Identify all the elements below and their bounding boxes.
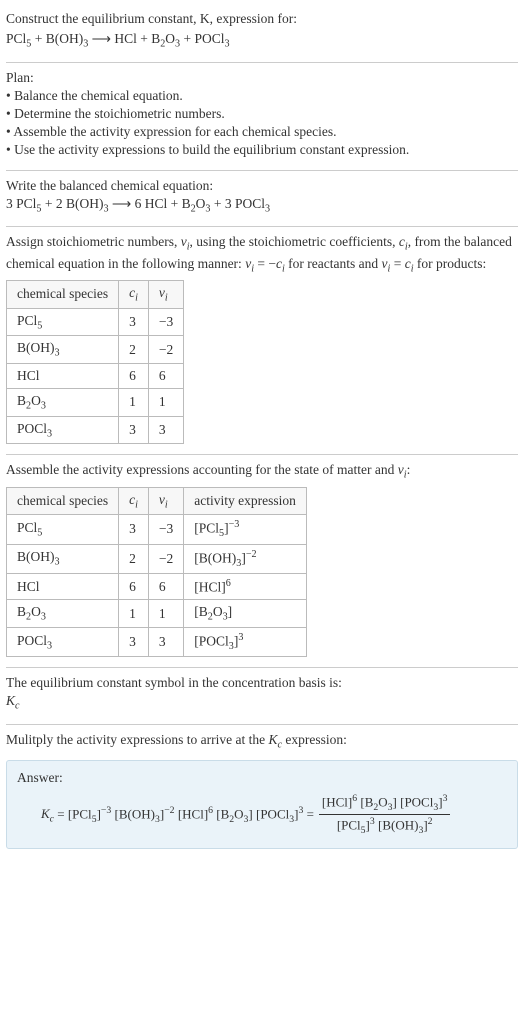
fraction-numerator: [HCl]6 [B2O3] [POCl3]3 bbox=[319, 793, 451, 815]
cell-ci: 3 bbox=[119, 416, 149, 444]
activity-table: chemical species ci νi activity expressi… bbox=[6, 487, 307, 657]
cell-species: PCl5 bbox=[7, 515, 119, 544]
activity-section: Assemble the activity expressions accoun… bbox=[6, 455, 518, 667]
cell-activity: [B(OH)3]−2 bbox=[184, 544, 307, 573]
cell-vi: 3 bbox=[148, 416, 183, 444]
question-equation: PCl5 + B(OH)3 ⟶ HCl + B2O3 + POCl3 bbox=[6, 30, 518, 51]
balanced-section: Write the balanced chemical equation: 3 … bbox=[6, 171, 518, 227]
plan-item: • Determine the stoichiometric numbers. bbox=[6, 105, 518, 123]
plan-item: • Balance the chemical equation. bbox=[6, 87, 518, 105]
answer-fraction: [HCl]6 [B2O3] [POCl3]3 [PCl5]3 [B(OH)3]2 bbox=[319, 793, 451, 836]
cell-ci: 2 bbox=[119, 336, 149, 364]
question-prompt: Construct the equilibrium constant, K, e… bbox=[6, 10, 518, 28]
symbol-line1: The equilibrium constant symbol in the c… bbox=[6, 674, 518, 692]
cell-activity: [B2O3] bbox=[184, 600, 307, 628]
col-species: chemical species bbox=[7, 280, 119, 308]
cell-ci: 2 bbox=[119, 544, 149, 573]
plan-item: • Assemble the activity expression for e… bbox=[6, 123, 518, 141]
table-row: HCl 6 6 bbox=[7, 363, 184, 388]
col-ci: ci bbox=[119, 280, 149, 308]
activity-heading: Assemble the activity expressions accoun… bbox=[6, 461, 518, 482]
answer-expression: Kc = [PCl5]−3 [B(OH)3]−2 [HCl]6 [B2O3] [… bbox=[17, 793, 507, 836]
table-row: B2O3 1 1 [B2O3] bbox=[7, 600, 307, 628]
cell-species: HCl bbox=[7, 363, 119, 388]
stoich-heading: Assign stoichiometric numbers, νi, using… bbox=[6, 233, 518, 276]
plan-section: Plan: • Balance the chemical equation. •… bbox=[6, 63, 518, 170]
question-section: Construct the equilibrium constant, K, e… bbox=[6, 4, 518, 62]
table-row: PCl5 3 −3 bbox=[7, 308, 184, 336]
col-ci: ci bbox=[119, 487, 149, 515]
col-activity: activity expression bbox=[184, 487, 307, 515]
col-vi: νi bbox=[148, 280, 183, 308]
cell-ci: 6 bbox=[119, 363, 149, 388]
cell-species: B(OH)3 bbox=[7, 544, 119, 573]
cell-vi: 6 bbox=[148, 363, 183, 388]
symbol-section: The equilibrium constant symbol in the c… bbox=[6, 668, 518, 724]
multiply-heading: Mulitply the activity expressions to arr… bbox=[6, 731, 518, 752]
cell-species: POCl3 bbox=[7, 416, 119, 444]
balanced-heading: Write the balanced chemical equation: bbox=[6, 177, 518, 195]
table-header-row: chemical species ci νi activity expressi… bbox=[7, 487, 307, 515]
stoich-section: Assign stoichiometric numbers, νi, using… bbox=[6, 227, 518, 454]
cell-species: B2O3 bbox=[7, 388, 119, 416]
table-row: B2O3 1 1 bbox=[7, 388, 184, 416]
cell-ci: 3 bbox=[119, 308, 149, 336]
symbol-line2: Kc bbox=[6, 692, 518, 713]
table-row: B(OH)3 2 −2 [B(OH)3]−2 bbox=[7, 544, 307, 573]
cell-species: B2O3 bbox=[7, 600, 119, 628]
cell-species: HCl bbox=[7, 573, 119, 600]
cell-ci: 3 bbox=[119, 627, 149, 656]
fraction-denominator: [PCl5]3 [B(OH)3]2 bbox=[319, 815, 451, 836]
answer-label: Answer: bbox=[17, 769, 507, 787]
cell-ci: 3 bbox=[119, 515, 149, 544]
cell-species: PCl5 bbox=[7, 308, 119, 336]
cell-activity: [POCl3]3 bbox=[184, 627, 307, 656]
balanced-equation: 3 PCl5 + 2 B(OH)3 ⟶ 6 HCl + B2O3 + 3 POC… bbox=[6, 195, 518, 216]
table-row: B(OH)3 2 −2 bbox=[7, 336, 184, 364]
plan-heading: Plan: bbox=[6, 69, 518, 87]
cell-vi: −3 bbox=[148, 515, 183, 544]
stoich-table: chemical species ci νi PCl5 3 −3 B(OH)3 … bbox=[6, 280, 184, 444]
cell-ci: 1 bbox=[119, 600, 149, 628]
col-species: chemical species bbox=[7, 487, 119, 515]
table-row: PCl5 3 −3 [PCl5]−3 bbox=[7, 515, 307, 544]
cell-vi: 1 bbox=[148, 388, 183, 416]
cell-ci: 6 bbox=[119, 573, 149, 600]
cell-species: B(OH)3 bbox=[7, 336, 119, 364]
cell-vi: 1 bbox=[148, 600, 183, 628]
table-row: POCl3 3 3 [POCl3]3 bbox=[7, 627, 307, 656]
table-row: POCl3 3 3 bbox=[7, 416, 184, 444]
plan-item: • Use the activity expressions to build … bbox=[6, 141, 518, 159]
table-header-row: chemical species ci νi bbox=[7, 280, 184, 308]
cell-vi: −2 bbox=[148, 544, 183, 573]
cell-vi: 3 bbox=[148, 627, 183, 656]
cell-vi: 6 bbox=[148, 573, 183, 600]
cell-ci: 1 bbox=[119, 388, 149, 416]
answer-lhs: Kc = [PCl5]−3 [B(OH)3]−2 [HCl]6 [B2O3] [… bbox=[41, 805, 314, 825]
cell-activity: [HCl]6 bbox=[184, 573, 307, 600]
cell-species: POCl3 bbox=[7, 627, 119, 656]
table-row: HCl 6 6 [HCl]6 bbox=[7, 573, 307, 600]
cell-vi: −3 bbox=[148, 308, 183, 336]
answer-box: Answer: Kc = [PCl5]−3 [B(OH)3]−2 [HCl]6 … bbox=[6, 760, 518, 849]
cell-activity: [PCl5]−3 bbox=[184, 515, 307, 544]
cell-vi: −2 bbox=[148, 336, 183, 364]
multiply-section: Mulitply the activity expressions to arr… bbox=[6, 725, 518, 756]
col-vi: νi bbox=[148, 487, 183, 515]
